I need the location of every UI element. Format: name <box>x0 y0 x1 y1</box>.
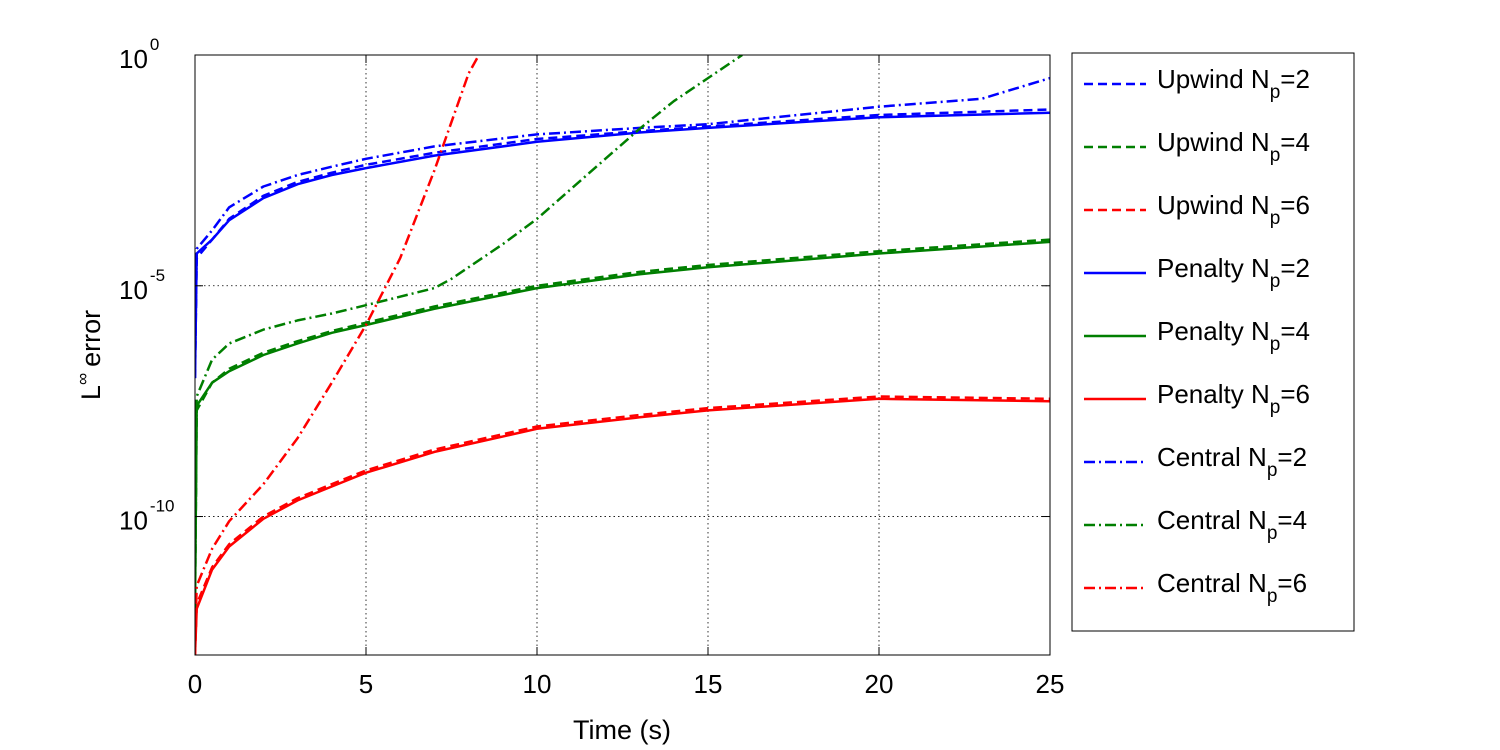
legend-label-1: Upwind Np=2 <box>1157 64 1310 103</box>
x-tick-label: 5 <box>359 669 373 699</box>
x-tick-label: 25 <box>1036 669 1065 699</box>
legend: Upwind Np=2 Upwind Np=4 Upwind Np=6 Penalty… <box>1071 52 1355 632</box>
y-axis-title-sup: ∞ <box>73 373 92 385</box>
x-tick-labels: 0 5 10 15 20 25 <box>188 669 1065 699</box>
legend-label-2: Upwind Np=4 <box>1157 127 1310 166</box>
plot-frame <box>194 54 1051 656</box>
grid-lines <box>195 55 1050 655</box>
x-axis-title: Time (s) <box>573 715 671 745</box>
legend-label-3: Upwind Np=6 <box>1157 190 1310 229</box>
series-line-8 <box>195 55 743 600</box>
legend-label-4: Penalty Np=2 <box>1157 253 1310 292</box>
series-line-5 <box>195 240 1050 609</box>
legend-label-6: Penalty Np=6 <box>1157 379 1310 418</box>
series-line-2 <box>195 238 1050 609</box>
series-line-9 <box>195 55 480 646</box>
x-tick-label: 15 <box>694 669 723 699</box>
y-axis-title: L∞ error <box>73 310 106 400</box>
legend-label-9: Central Np=6 <box>1157 568 1307 607</box>
legend-label-5: Penalty Np=4 <box>1157 316 1310 355</box>
y-axis-title-prefix: L <box>76 385 106 400</box>
x-tick-label: 20 <box>865 669 894 699</box>
y-axis-title-text: error <box>76 310 106 367</box>
series-line-7 <box>195 76 1050 369</box>
series-layer <box>195 55 1050 655</box>
svg-text:L∞error: L∞ error <box>73 310 106 400</box>
x-tick-label: 10 <box>523 669 552 699</box>
y-tick-label: 10 -10 <box>119 497 175 536</box>
legend-label-8: Central Np=4 <box>1157 505 1307 544</box>
x-tick-label: 0 <box>188 669 202 699</box>
series-line-4 <box>195 111 1050 379</box>
series-line-3 <box>195 395 1050 655</box>
y-tick-label: 10 -5 <box>119 266 165 305</box>
legend-label-7: Central Np=2 <box>1157 442 1307 481</box>
series-line-6 <box>195 397 1050 655</box>
y-tick-label: 10 0 <box>119 35 159 74</box>
legend-box <box>1071 52 1355 632</box>
axis-ticks <box>194 54 1051 655</box>
